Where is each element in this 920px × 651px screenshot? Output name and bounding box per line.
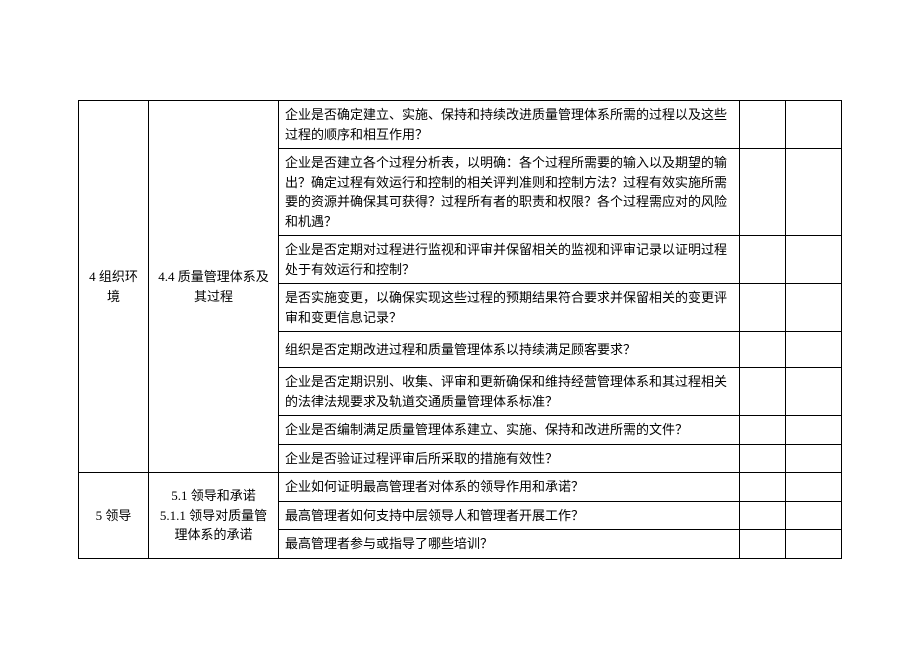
blank-cell-a bbox=[740, 444, 786, 473]
question-cell: 企业是否建立各个过程分析表，以明确：各个过程所需要的输入以及期望的输出？确定过程… bbox=[279, 149, 740, 236]
blank-cell-a bbox=[740, 530, 786, 559]
blank-cell-a bbox=[740, 501, 786, 530]
blank-cell-b bbox=[786, 236, 842, 284]
blank-cell-b bbox=[786, 368, 842, 416]
question-cell: 企业是否编制满足质量管理体系建立、实施、保持和改进所需的文件？ bbox=[279, 416, 740, 445]
section-cell: 4 组织环境 bbox=[79, 101, 149, 473]
blank-cell-b bbox=[786, 332, 842, 368]
section-cell: 5 领导 bbox=[79, 473, 149, 559]
question-cell: 是否实施变更，以确保实现这些过程的预期结果符合要求并保留相关的变更评审和变更信息… bbox=[279, 284, 740, 332]
blank-cell-a bbox=[740, 284, 786, 332]
blank-cell-b bbox=[786, 416, 842, 445]
audit-table: 4 组织环境4.4 质量管理体系及其过程企业是否确定建立、实施、保持和持续改进质… bbox=[78, 100, 842, 559]
blank-cell-a bbox=[740, 416, 786, 445]
page-container: 4 组织环境4.4 质量管理体系及其过程企业是否确定建立、实施、保持和持续改进质… bbox=[0, 0, 920, 651]
question-cell: 企业是否定期识别、收集、评审和更新确保和维持经营管理体系和其过程相关的法律法规要… bbox=[279, 368, 740, 416]
blank-cell-b bbox=[786, 473, 842, 502]
subsection-cell: 5.1 领导和承诺 5.1.1 领导对质量管理体系的承诺 bbox=[149, 473, 279, 559]
blank-cell-a bbox=[740, 149, 786, 236]
blank-cell-a bbox=[740, 368, 786, 416]
blank-cell-a bbox=[740, 236, 786, 284]
blank-cell-b bbox=[786, 530, 842, 559]
question-cell: 最高管理者如何支持中层领导人和管理者开展工作？ bbox=[279, 501, 740, 530]
question-cell: 企业是否确定建立、实施、保持和持续改进质量管理体系所需的过程以及这些过程的顺序和… bbox=[279, 101, 740, 149]
blank-cell-b bbox=[786, 444, 842, 473]
question-cell: 最高管理者参与或指导了哪些培训？ bbox=[279, 530, 740, 559]
blank-cell-a bbox=[740, 101, 786, 149]
subsection-cell: 4.4 质量管理体系及其过程 bbox=[149, 101, 279, 473]
question-cell: 企业是否验证过程评审后所采取的措施有效性？ bbox=[279, 444, 740, 473]
blank-cell-b bbox=[786, 101, 842, 149]
blank-cell-b bbox=[786, 149, 842, 236]
blank-cell-a bbox=[740, 473, 786, 502]
blank-cell-b bbox=[786, 284, 842, 332]
question-cell: 企业如何证明最高管理者对体系的领导作用和承诺？ bbox=[279, 473, 740, 502]
table-row: 4 组织环境4.4 质量管理体系及其过程企业是否确定建立、实施、保持和持续改进质… bbox=[79, 101, 842, 149]
table-row: 5 领导5.1 领导和承诺 5.1.1 领导对质量管理体系的承诺企业如何证明最高… bbox=[79, 473, 842, 502]
blank-cell-b bbox=[786, 501, 842, 530]
question-cell: 组织是否定期改进过程和质量管理体系以持续满足顾客要求？ bbox=[279, 332, 740, 368]
question-cell: 企业是否定期对过程进行监视和评审并保留相关的监视和评审记录以证明过程处于有效运行… bbox=[279, 236, 740, 284]
blank-cell-a bbox=[740, 332, 786, 368]
